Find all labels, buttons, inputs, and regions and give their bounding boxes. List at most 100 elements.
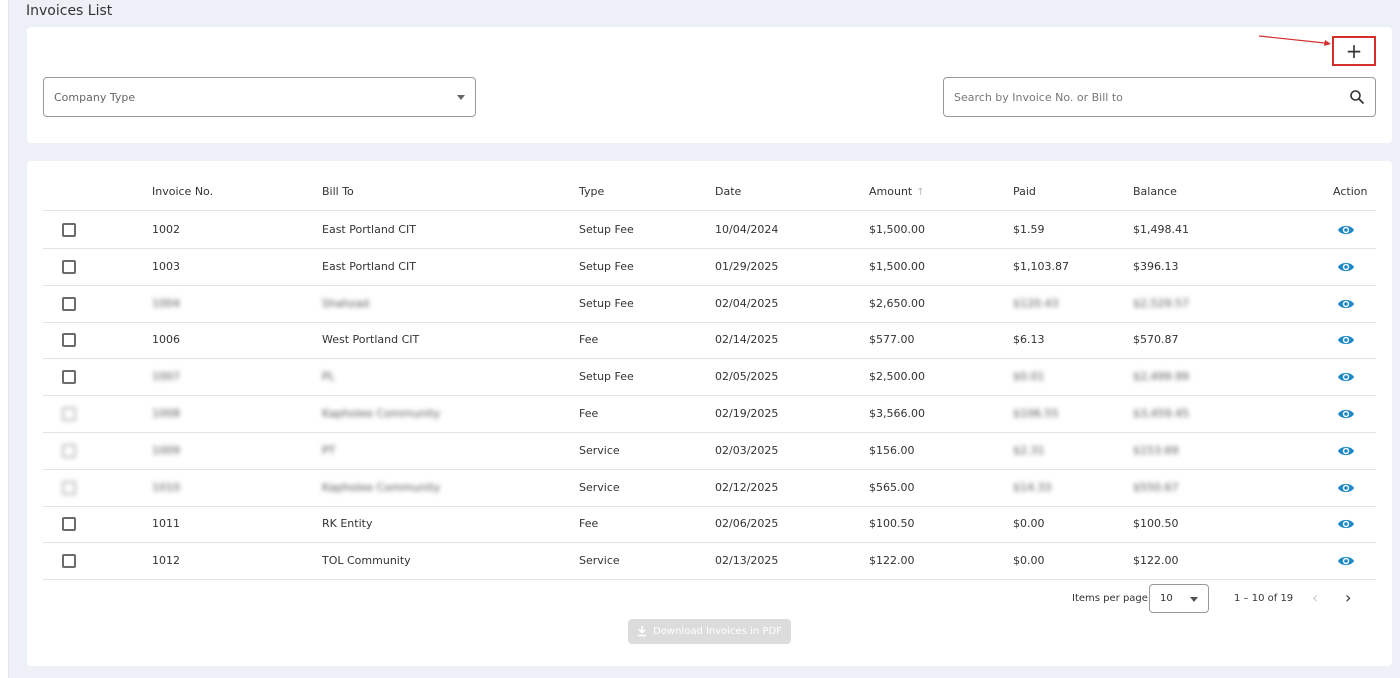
company-type-select[interactable]: Company Type (43, 77, 476, 117)
header-type[interactable]: Type (579, 185, 605, 198)
eye-icon[interactable] (1337, 297, 1355, 311)
cell-invoice-no: 1012 (152, 554, 180, 568)
cell-bill-to: East Portland CIT (322, 259, 416, 273)
eye-icon[interactable] (1337, 370, 1355, 384)
cell-paid: $1,103.87 (1013, 259, 1069, 273)
row-checkbox[interactable] (62, 370, 76, 385)
cell-type: Setup Fee (579, 370, 634, 384)
header-balance[interactable]: Balance (1133, 185, 1177, 198)
cell-paid: $6.13 (1013, 333, 1045, 347)
cell-type: Setup Fee (579, 259, 634, 273)
header-invoice-no[interactable]: Invoice No. (152, 185, 214, 198)
row-checkbox[interactable] (62, 554, 76, 569)
items-per-page-select[interactable]: 10 (1149, 584, 1209, 613)
company-type-placeholder: Company Type (54, 90, 136, 104)
cell-type: Fee (579, 407, 599, 420)
eye-icon[interactable] (1337, 517, 1355, 531)
eye-icon[interactable] (1337, 260, 1355, 274)
cell-amount: $156.00 (869, 443, 915, 457)
cell-paid: $120.43 (1013, 296, 1059, 310)
annotation-arrow (1259, 35, 1331, 46)
row-checkbox[interactable] (62, 480, 76, 495)
table-row: 1007 PL Setup Fee 02/05/2025 $2,500.00 $0.01 $… (43, 359, 1376, 397)
sort-arrow-up-icon: ↑ (916, 187, 925, 198)
filter-card: + Company Type (27, 27, 1392, 143)
cell-date: 02/06/2025 (715, 517, 779, 531)
header-amount[interactable]: Amount ↑ (869, 185, 925, 198)
search-input[interactable] (954, 90, 1349, 104)
cell-bill-to: PL (322, 370, 335, 384)
cell-type: Setup Fee (579, 296, 634, 310)
cell-date: 02/13/2025 (715, 554, 779, 568)
download-pdf-button[interactable]: Download Invoices in PDF (628, 619, 791, 644)
header-action: Action (1333, 185, 1368, 198)
row-checkbox[interactable] (62, 333, 76, 348)
header-bill-to[interactable]: Bill To (322, 185, 354, 198)
cell-bill-to: RK Entity (322, 517, 373, 531)
header-amount-label: Amount (869, 185, 913, 198)
table-row: 1012 TOL Community Service 02/13/2025 $122.0… (43, 543, 1376, 581)
add-invoice-button[interactable]: + (1332, 36, 1376, 66)
cell-paid: $2.31 (1013, 443, 1045, 457)
cell-bill-to: TOL Community (322, 554, 411, 568)
row-checkbox[interactable] (62, 443, 76, 458)
row-checkbox[interactable] (62, 296, 76, 311)
cell-date: 02/12/2025 (715, 480, 779, 494)
eye-icon[interactable] (1337, 444, 1355, 458)
table-row: 1010 Kapholee Community Service 02/12/2025 $… (43, 470, 1376, 507)
table-header: Invoice No. Bill To Type Date Amount ↑ Pa… (43, 173, 1376, 211)
caret-down-icon (1190, 597, 1198, 602)
items-per-page-label: Items per page: (1072, 593, 1152, 604)
cell-balance: $2,529.57 (1133, 296, 1189, 310)
table-row: 1002 East Portland CIT Setup Fee 10/04/2024… (43, 212, 1376, 249)
eye-icon[interactable] (1337, 223, 1355, 237)
eye-icon[interactable] (1337, 333, 1355, 347)
search-field (943, 77, 1376, 117)
row-checkbox[interactable] (62, 223, 76, 237)
eye-icon[interactable] (1337, 554, 1355, 568)
cell-type: Fee (579, 517, 599, 531)
download-icon (638, 626, 647, 637)
row-checkbox[interactable] (62, 517, 76, 532)
cell-amount: $100.50 (869, 517, 915, 531)
cell-invoice-no: 1010 (152, 480, 180, 494)
cell-balance: $570.87 (1133, 333, 1179, 347)
cell-paid: $1.59 (1013, 223, 1045, 236)
cell-amount: $2,650.00 (869, 296, 925, 310)
cell-date: 02/03/2025 (715, 443, 779, 457)
cell-invoice-no: 1003 (152, 259, 180, 273)
table-row: 1004 Shahzad Setup Fee 02/04/2025 $2,650.00 $… (43, 286, 1376, 323)
cell-invoice-no: 1008 (152, 407, 180, 420)
chevron-left-icon[interactable]: ‹ (1312, 588, 1319, 607)
cell-date: 10/04/2024 (715, 223, 779, 236)
cell-amount: $565.00 (869, 480, 915, 494)
header-paid[interactable]: Paid (1013, 185, 1036, 198)
table-row: 1009 PT Service 02/03/2025 $156.00 $2.31 $153.… (43, 433, 1376, 470)
cell-paid: $14.33 (1013, 480, 1052, 494)
header-date[interactable]: Date (715, 185, 742, 198)
cell-balance: $1,498.41 (1133, 223, 1189, 236)
table-row: 1006 West Portland CIT Fee 02/14/2025 $577.0… (43, 322, 1376, 360)
caret-down-icon (457, 95, 465, 100)
cell-invoice-no: 1011 (152, 517, 180, 531)
row-checkbox[interactable] (62, 259, 76, 274)
cell-paid: $0.00 (1013, 554, 1045, 568)
cell-invoice-no: 1004 (152, 296, 180, 310)
cell-date: 02/19/2025 (715, 407, 779, 420)
download-pdf-label: Download Invoices in PDF (653, 626, 782, 637)
chevron-right-icon[interactable]: › (1345, 588, 1352, 607)
cell-type: Service (579, 480, 620, 494)
search-icon[interactable] (1349, 89, 1365, 105)
cell-type: Fee (579, 333, 599, 347)
table-row: 1003 East Portland CIT Setup Fee 01/29/2025… (43, 249, 1376, 286)
eye-icon[interactable] (1337, 481, 1355, 495)
cell-amount: $2,500.00 (869, 370, 925, 384)
pagination-range: 1 – 10 of 19 (1234, 593, 1294, 604)
invoices-table-card: Invoice No. Bill To Type Date Amount ↑ Pa… (27, 161, 1392, 666)
cell-bill-to: Shahzad (322, 296, 370, 310)
cell-invoice-no: 1002 (152, 223, 180, 236)
cell-invoice-no: 1009 (152, 443, 180, 457)
eye-icon[interactable] (1337, 407, 1355, 421)
cell-bill-to: Kapholee Community (322, 407, 441, 420)
row-checkbox[interactable] (62, 407, 76, 421)
